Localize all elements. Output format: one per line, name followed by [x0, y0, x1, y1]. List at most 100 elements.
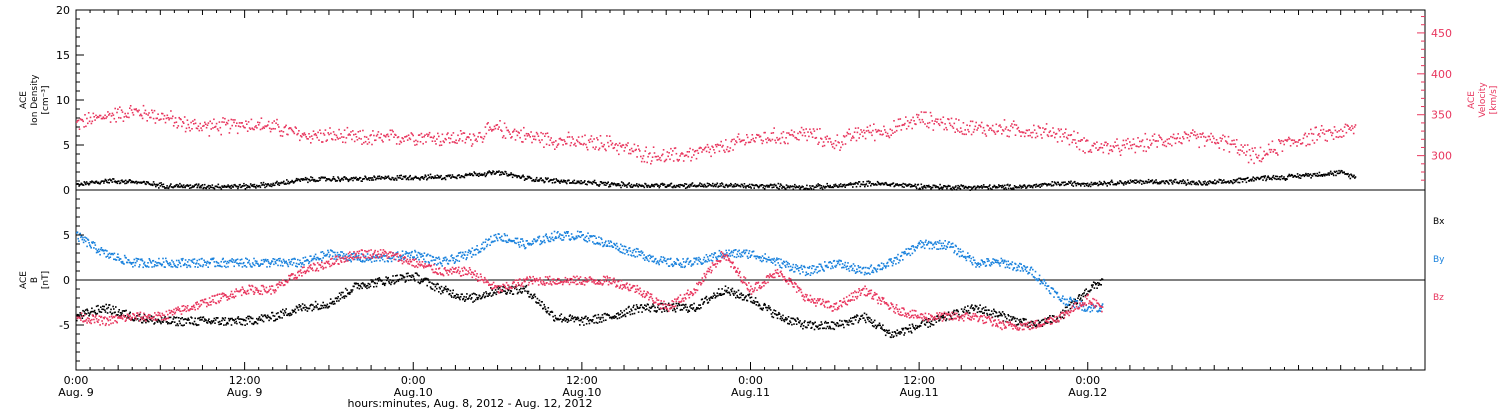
velocity-point — [365, 136, 368, 138]
velocity-point — [1143, 145, 1146, 148]
density-point — [1083, 182, 1085, 185]
bx-point — [1011, 318, 1014, 320]
bx-point — [177, 324, 179, 327]
bx-point — [759, 304, 761, 307]
by-point — [227, 261, 230, 264]
bx-point — [244, 324, 246, 326]
density-point — [124, 182, 126, 185]
velocity-point — [829, 137, 831, 140]
velocity-point — [1273, 148, 1275, 151]
density-point — [741, 183, 743, 186]
velocity-point — [1023, 135, 1026, 138]
bx-point — [452, 289, 454, 292]
velocity-point — [291, 129, 294, 132]
density-point — [1090, 181, 1093, 184]
velocity-point — [112, 114, 115, 116]
density-point — [858, 181, 861, 183]
density-point — [735, 185, 737, 187]
density-point — [167, 187, 170, 190]
bx-point — [82, 309, 84, 312]
velocity-point — [331, 138, 333, 140]
velocity-point — [141, 117, 144, 120]
velocity-point — [748, 141, 751, 144]
velocity-point — [449, 137, 452, 140]
bx-point — [633, 304, 635, 307]
bx-point — [343, 297, 346, 299]
bx-point — [643, 307, 645, 310]
density-point — [683, 185, 685, 187]
bx-point — [560, 313, 563, 315]
density-point — [499, 174, 501, 176]
bx-point — [857, 321, 860, 324]
bx-point — [416, 272, 418, 275]
bx-point — [697, 307, 699, 309]
velocity-point — [349, 134, 351, 136]
velocity-point — [180, 118, 182, 121]
velocity-point — [1275, 152, 1277, 154]
density-point — [191, 185, 194, 187]
velocity-point — [363, 141, 365, 144]
by-point — [171, 259, 173, 262]
velocity-point — [838, 141, 840, 144]
density-point — [118, 180, 120, 182]
bx-point — [532, 297, 534, 299]
velocity-point — [791, 133, 794, 136]
velocity-point — [1022, 131, 1025, 134]
density-point — [115, 180, 118, 183]
density-point — [147, 181, 150, 184]
velocity-point — [319, 129, 321, 131]
bx-point — [871, 322, 873, 324]
velocity-point — [614, 144, 616, 146]
density-point — [1354, 177, 1356, 179]
velocity-point — [494, 127, 497, 130]
bx-point — [284, 311, 287, 314]
by-point — [128, 259, 130, 261]
bx-point — [1099, 279, 1102, 281]
by-point — [133, 258, 136, 261]
density-point — [1174, 178, 1177, 181]
density-point — [766, 184, 768, 187]
bx-point — [171, 320, 174, 323]
velocity-point — [143, 112, 146, 114]
bx-point — [840, 324, 842, 327]
velocity-point — [597, 149, 600, 151]
bx-point — [418, 274, 420, 277]
density-point — [209, 185, 211, 187]
by-point — [192, 258, 194, 261]
density-point — [839, 183, 842, 185]
bx-point — [591, 320, 593, 323]
density-point — [374, 176, 376, 178]
bx-point — [188, 319, 190, 321]
velocity-point — [598, 147, 601, 150]
density-point — [1193, 183, 1196, 185]
by-point — [292, 258, 294, 260]
bx-point — [112, 305, 114, 308]
by-point — [113, 258, 115, 261]
velocity-point — [1100, 143, 1103, 145]
density-point — [511, 176, 514, 179]
density-point — [1029, 186, 1032, 188]
by-point — [149, 261, 152, 263]
velocity-point — [80, 119, 83, 121]
bx-point — [898, 331, 901, 333]
bx-point — [392, 279, 395, 282]
bx-point — [771, 315, 773, 318]
density-point — [812, 188, 815, 190]
density-point — [551, 182, 554, 184]
density-point — [1250, 180, 1253, 182]
velocity-point — [481, 141, 484, 143]
density-point — [262, 181, 265, 184]
density-point — [1116, 181, 1119, 184]
bx-point — [214, 322, 216, 324]
bx-point — [872, 321, 875, 323]
bx-point — [459, 296, 462, 298]
density-point — [724, 186, 726, 189]
density-point — [580, 180, 582, 182]
velocity-point — [473, 134, 476, 137]
density-point — [1087, 185, 1090, 188]
velocity-point — [542, 132, 544, 135]
density-point — [690, 185, 692, 187]
density-point — [998, 184, 1000, 186]
density-point — [854, 183, 856, 185]
velocity-point — [276, 118, 278, 121]
